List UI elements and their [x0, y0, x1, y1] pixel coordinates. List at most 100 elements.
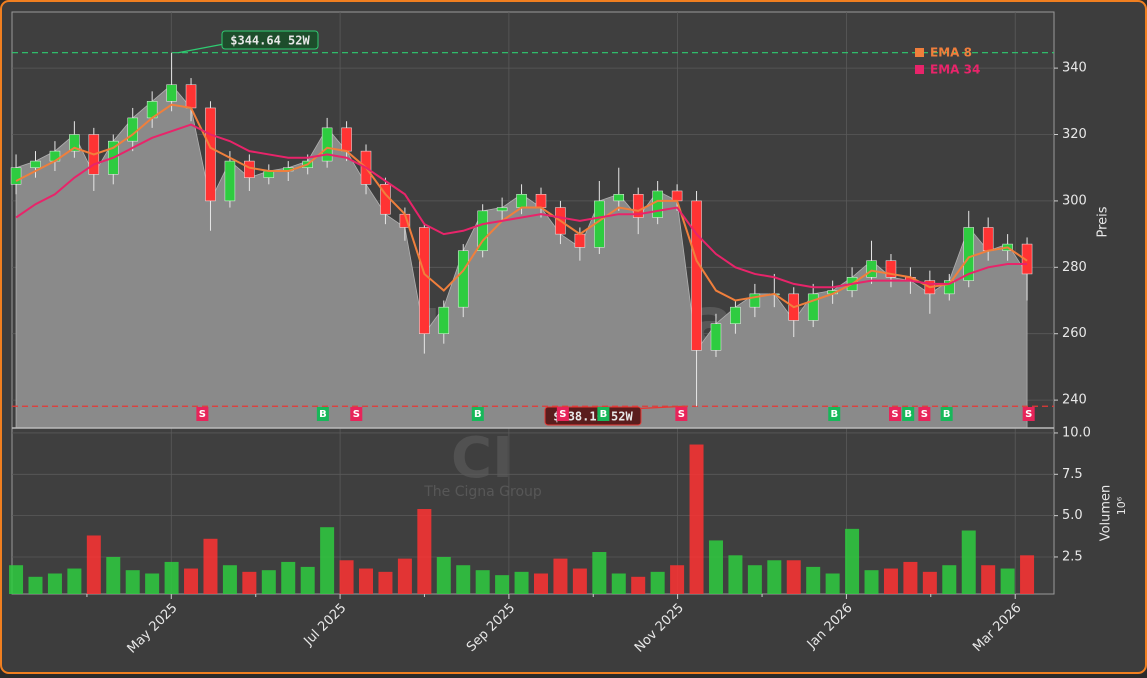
volume-bar	[145, 573, 160, 594]
signal-label: S	[353, 409, 360, 420]
candle-body	[516, 194, 527, 208]
signal-marker	[828, 407, 841, 421]
hline-label-box	[221, 30, 319, 50]
candle-body	[1021, 243, 1033, 275]
candle-body	[244, 160, 255, 178]
volume-bar	[845, 528, 860, 594]
signal-marker	[940, 407, 953, 421]
volume-bar	[825, 573, 840, 594]
candle-body	[496, 207, 508, 212]
volume-bar	[689, 444, 704, 594]
candle-body	[632, 194, 644, 218]
volume-bar	[728, 555, 743, 594]
volume-bar	[397, 558, 412, 594]
signal-marker	[350, 407, 363, 421]
volume-bar	[242, 571, 257, 594]
volume-bar	[670, 565, 685, 594]
signal-label: B	[319, 409, 327, 420]
signal-marker	[597, 407, 610, 421]
candle-body	[224, 160, 236, 202]
candle-body	[419, 227, 430, 334]
signal-marker	[196, 407, 209, 421]
volume-bar	[592, 552, 607, 594]
y-tick-label: 240	[1062, 393, 1087, 408]
volume-bar	[125, 570, 140, 594]
volume-bar	[495, 575, 510, 594]
volume-bar	[922, 571, 937, 594]
signal-label: B	[904, 409, 912, 420]
y-tick-label: 260	[1062, 326, 1087, 341]
candle-body	[69, 134, 80, 152]
signal-marker	[1022, 407, 1035, 421]
volume-bar	[553, 558, 568, 594]
signal-label: S	[199, 409, 206, 420]
volume-bar	[1000, 568, 1015, 594]
volume-bar	[572, 568, 587, 594]
candle-body	[535, 194, 547, 208]
volume-bar	[261, 570, 276, 594]
volume-bar	[475, 570, 490, 594]
volume-bar	[747, 565, 762, 594]
volume-bar	[806, 566, 821, 594]
volume-bar	[611, 573, 626, 594]
volume-bar	[222, 565, 237, 594]
candle-body	[613, 194, 625, 202]
y-axis-label: Preis	[1096, 206, 1111, 237]
candle-body	[944, 280, 955, 295]
hline-label: $344.64 52W	[230, 34, 310, 48]
candle-body	[710, 323, 722, 351]
candle-body	[982, 227, 994, 251]
signal-label: S	[891, 409, 898, 420]
candle-body	[10, 167, 22, 185]
volume-bar	[767, 560, 782, 594]
volume-bar	[981, 565, 996, 594]
volume-bar	[456, 565, 471, 594]
signal-label: B	[600, 409, 608, 420]
signal-label: S	[559, 409, 566, 420]
volume-bar	[47, 573, 62, 594]
signal-marker	[471, 407, 484, 421]
volume-bar	[708, 540, 723, 594]
volume-bar	[417, 509, 432, 594]
ema-line	[15, 103, 1028, 309]
y-tick-label: 280	[1062, 260, 1087, 275]
hline-arrow	[177, 43, 225, 54]
volume-bar	[650, 571, 665, 594]
volume-bar	[903, 561, 918, 594]
y-tick-label: 7.5	[1062, 467, 1083, 482]
volume-bar	[300, 566, 315, 594]
signal-marker	[556, 407, 569, 421]
volume-bar	[164, 561, 179, 594]
hline-label-box	[544, 406, 642, 426]
signal-label: B	[474, 409, 482, 420]
candle-body	[166, 84, 177, 102]
candle-body	[963, 227, 974, 281]
candle-body	[671, 190, 683, 202]
volume-bar	[786, 560, 801, 594]
volume-bar	[436, 556, 451, 594]
hline-label: $238.16 52W	[553, 410, 633, 424]
candle-body	[341, 127, 352, 152]
signal-label: S	[1025, 409, 1032, 420]
volume-bar	[106, 556, 121, 594]
signal-marker	[675, 407, 688, 421]
signal-marker	[889, 407, 902, 421]
signal-label: B	[943, 409, 951, 420]
signal-marker	[918, 407, 931, 421]
volume-bar	[864, 570, 879, 594]
volume-bar	[86, 535, 101, 594]
candle-body	[185, 84, 197, 109]
candle-body	[205, 107, 216, 202]
legend-label: EMA 8	[930, 46, 972, 60]
candle-body	[321, 127, 333, 162]
candle-body	[866, 260, 877, 278]
candle-body	[652, 190, 663, 218]
volume-bar	[1020, 555, 1035, 594]
y-tick-label: 320	[1062, 127, 1087, 142]
legend-swatch	[915, 48, 924, 57]
y-tick-label: 5.0	[1062, 508, 1083, 523]
volume-bar	[378, 571, 393, 594]
volume-bar	[184, 568, 199, 594]
volume-bar	[28, 576, 43, 594]
